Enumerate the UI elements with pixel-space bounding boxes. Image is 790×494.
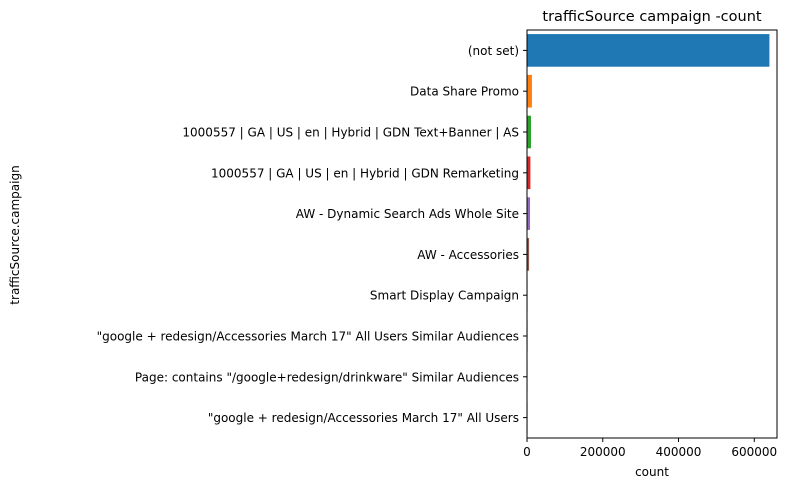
y-tick-label-4: AW - Dynamic Search Ads Whole Site <box>296 207 519 221</box>
x-tick-label-3: 600000 <box>731 445 777 459</box>
y-tick-label-3: 1000557 | GA | US | en | Hybrid | GDN Re… <box>211 166 519 180</box>
y-tick-label-0: (not set) <box>468 44 519 58</box>
x-axis-label: count <box>635 465 669 479</box>
bar-4 <box>527 197 531 230</box>
bar-5 <box>527 238 530 271</box>
x-tick-label-1: 200000 <box>580 445 626 459</box>
axes-frame <box>526 29 778 439</box>
y-tick-label-5: AW - Accessories <box>417 248 519 262</box>
bar-3 <box>527 156 531 190</box>
y-tick-label-1: Data Share Promo <box>410 85 519 99</box>
x-tick-label-2: 400000 <box>656 445 702 459</box>
y-tick-label-7: "google + redesign/Accessories March 17"… <box>97 330 519 344</box>
y-tick-label-9: "google + redesign/Accessories March 17"… <box>208 411 519 425</box>
x-tick-label-0: 0 <box>523 445 531 459</box>
bar-1 <box>527 74 532 108</box>
y-tick-label-6: Smart Display Campaign <box>370 289 519 303</box>
bar-0 <box>527 34 770 67</box>
chart-title: trafficSource campaign -count <box>542 9 761 25</box>
y-axis-label: trafficSource.campaign <box>8 165 22 304</box>
y-tick-label-8: Page: contains "/google+redesign/drinkwa… <box>135 370 519 384</box>
bar-2 <box>527 115 531 149</box>
y-tick-label-2: 1000557 | GA | US | en | Hybrid | GDN Te… <box>182 126 519 140</box>
plot-area: (not set) Data Share Promo 1000557 | GA | … <box>97 29 778 459</box>
